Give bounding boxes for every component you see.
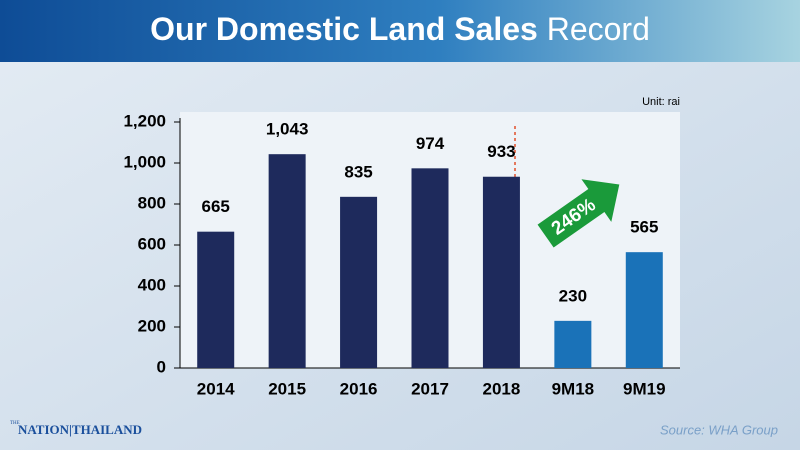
y-tick-label: 1,000	[123, 152, 166, 171]
logo-left: NATION	[18, 422, 70, 437]
x-tick-label: 9M19	[623, 379, 666, 398]
arrow-shape	[537, 179, 620, 248]
value-label: 665	[202, 197, 230, 216]
x-tick-label: 2018	[483, 379, 521, 398]
header-bar	[0, 0, 800, 62]
logo: NATION|THAILAND	[18, 422, 142, 437]
bar	[197, 231, 235, 368]
title-bold: Our Domestic Land Sales	[150, 11, 538, 47]
bar	[554, 320, 592, 368]
logo-right: THAILAND	[72, 422, 142, 437]
bar	[340, 196, 378, 368]
value-label: 565	[630, 218, 658, 237]
y-tick-label: 200	[138, 316, 166, 335]
value-label: 230	[559, 286, 587, 305]
y-tick-label: 600	[138, 234, 166, 253]
value-label: 1,043	[266, 120, 309, 139]
y-tick-label: 400	[138, 275, 166, 294]
chart-title: Our Domestic Land Sales Record	[150, 11, 650, 47]
x-tick-label: 9M18	[552, 379, 595, 398]
unit-label: Unit: rai	[642, 96, 680, 108]
bar	[482, 176, 520, 368]
value-label: 835	[344, 162, 372, 181]
bar	[268, 154, 306, 368]
bar	[625, 252, 663, 368]
value-label: 933	[487, 142, 515, 161]
bar	[411, 168, 449, 368]
y-tick-label: 800	[138, 193, 166, 212]
y-tick-label: 0	[157, 357, 166, 376]
value-label: 974	[416, 134, 445, 153]
x-tick-label: 2014	[197, 379, 235, 398]
y-tick-label: 1,200	[123, 111, 166, 130]
x-tick-label: 2016	[340, 379, 378, 398]
x-tick-label: 2015	[268, 379, 306, 398]
logo-small: THE	[10, 421, 20, 426]
source: Source: WHA Group	[660, 422, 778, 437]
x-tick-label: 2017	[411, 379, 449, 398]
title-regular: Record	[547, 11, 650, 47]
